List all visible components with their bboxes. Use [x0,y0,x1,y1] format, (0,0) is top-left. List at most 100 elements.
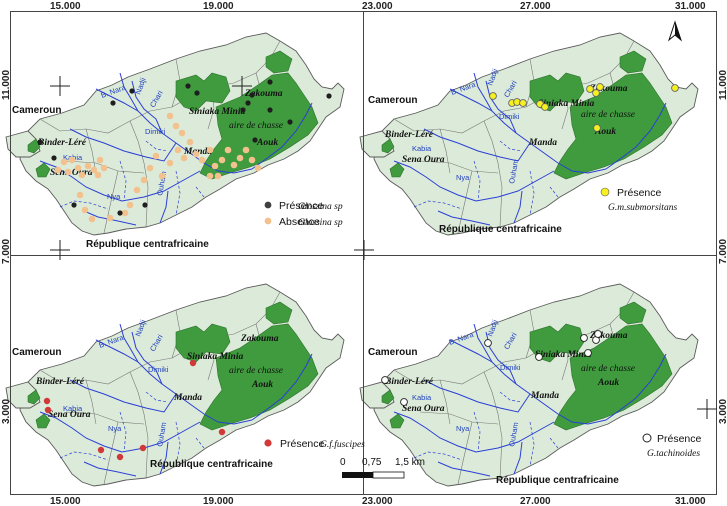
fuscipes-site-marker [116,453,124,461]
absence-site-marker [126,201,134,209]
absence-site-marker [174,146,182,154]
coord-right-3: 3.000 [718,399,727,424]
label-dimiki: Dimiki [145,127,166,136]
label-zakouma: Zakouma [244,89,283,99]
label-manda: Manda [528,138,557,148]
label-manda: Manda [530,391,559,401]
submorsitans-site-marker [541,103,549,111]
absence-site-marker [100,164,108,172]
legend-presence-marker [264,439,272,447]
scale-tick-2: 1,5 km [395,457,425,468]
coord-top-5: 31.000 [675,1,706,12]
label-rca: République centrafricaine [496,475,619,486]
absence-site-marker [64,168,72,176]
scale-bar: 0 0,75 1,5 km [340,457,425,479]
label-sena-oura: Sena Oura [402,155,445,165]
submorsitans-site-marker [596,83,604,91]
label-cameroun: Cameroun [368,347,417,358]
presence-site-marker [326,93,332,99]
presence-site-marker [287,119,293,125]
absence-site-marker [78,171,86,179]
absence-site-marker [81,206,89,214]
legend-absence-label: Absence [279,216,320,228]
absence-site-marker [180,154,188,162]
label-aire-chasse: aire de chasse [581,110,635,120]
presence-site-marker [37,139,43,145]
legend-fuscipes: Présence G.f.fuscipes [264,438,365,450]
coord-top-2: 19.000 [203,1,234,12]
absence-site-marker [172,122,180,130]
label-cameroun: Cameroun [12,347,61,358]
absence-site-marker [178,129,186,137]
absence-site-marker [230,161,238,169]
absence-site-marker [133,186,141,194]
absence-site-marker [166,112,174,120]
coord-bottom-1: 15.000 [50,496,81,506]
absence-site-marker [94,171,102,179]
label-sena-oura: Sena Oura [48,410,91,420]
legend-presence-marker [642,433,652,443]
legend-presence-marker [264,201,272,209]
label-zakouma: Zakouma [240,334,279,344]
absence-site-marker [192,150,200,158]
label-siniaka-minia: Siniaka Minia [535,350,591,360]
label-ouham: Ouham [507,422,520,448]
absence-site-marker [206,146,214,154]
label-zakouma: Zakouma [589,331,628,341]
presence-site-marker [71,202,77,208]
absence-site-marker [74,164,82,172]
submorsitans-site-marker [671,84,679,92]
label-siniaka-minia: Siniaka Minia [187,352,243,362]
tachinoides-site-marker [484,339,492,347]
absence-site-marker [146,164,154,172]
label-nya: Nya [456,173,470,182]
presence-site-marker [129,88,135,94]
label-aire-chasse: aire de chasse [581,364,635,374]
coord-top-3: 23.000 [362,1,393,12]
legend-submorsitans: Présence G.m.submorsitans [600,187,677,213]
label-zakouma: Zakouma [589,84,628,94]
legend-absence-marker [264,217,272,225]
absence-site-marker [140,176,148,184]
label-aouk: Aouk [256,138,278,148]
submorsitans-site-marker [519,99,527,107]
tachinoides-site-marker [594,330,602,338]
label-binder-lere: Binder-Léré [35,377,85,387]
label-binder-lere: Binder-Léré [384,377,434,387]
fuscipes-site-marker [44,406,52,414]
coord-bottom-4: 27.000 [520,496,551,506]
absence-site-marker [90,166,98,174]
coord-right-1: 11.000 [718,70,727,100]
label-aire-chasse: aire de chasse [229,366,283,376]
tachinoides-site-marker [381,376,389,384]
legend-tachinoides: Présence G.tachinoides [642,433,702,459]
absence-site-marker [158,172,166,180]
tachinoides-site-marker [584,349,592,357]
fuscipes-site-marker [97,446,105,454]
absence-site-marker [68,156,76,164]
presence-site-marker [267,79,273,85]
label-nya: Nya [108,424,122,433]
scale-tick-1: 0,75 [362,457,382,468]
coord-top-4: 27.000 [520,1,551,12]
absence-site-marker [84,162,92,170]
legend-presence-species: G.f.fuscipes [320,439,365,450]
legend-presence-species: G.tachinoides [647,449,700,459]
north-arrow-icon [667,20,683,42]
label-dimiki: Dimiki [499,112,520,121]
label-siniaka-minia: Siniaka Minia [538,99,594,109]
label-nya: Nya [456,424,470,433]
absence-site-marker [198,156,206,164]
absence-site-marker [236,154,244,162]
absence-site-marker [242,146,250,154]
presence-site-marker [245,100,251,106]
absence-site-marker [254,164,262,172]
absence-site-marker [106,214,114,222]
fuscipes-site-marker [218,428,226,436]
presence-site-marker [110,100,116,106]
absence-site-marker [218,156,226,164]
coord-top-1: 15.000 [50,1,81,12]
absence-site-marker [206,172,214,180]
label-kabia: Kabia [412,393,432,402]
